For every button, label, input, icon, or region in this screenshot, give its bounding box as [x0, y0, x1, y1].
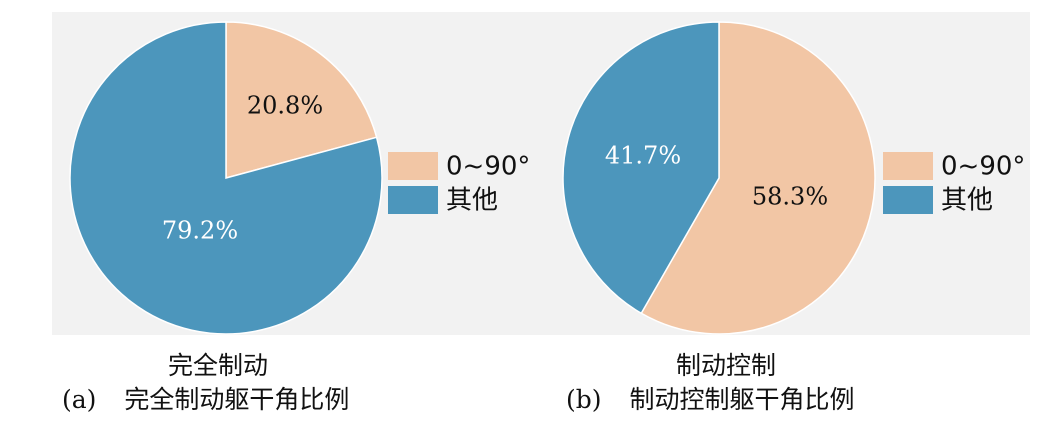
caption-b-text: 制动控制躯干角比例: [629, 385, 855, 414]
chart-0-slice-0: [225, 21, 378, 179]
chart-1-legend-swatch-1: [883, 186, 933, 214]
chart-1-slice-0-label: 58.3%: [752, 183, 828, 211]
caption-b-letter: (b): [566, 385, 602, 414]
chart-b-title: 制动控制: [676, 351, 777, 380]
chart-0-legend-swatch-0: [388, 152, 438, 180]
chart-1-slice-1-label: 41.7%: [605, 142, 681, 170]
chart-0-legend-label-0: 0~90°: [446, 152, 530, 182]
caption-b: (b) 制动控制躯干角比例: [566, 380, 855, 416]
chart-1-legend-label-1: 其他: [941, 186, 993, 216]
chart-0-slice-1: [69, 21, 383, 335]
chart-0-legend-label-1: 其他: [446, 186, 498, 216]
chart-0-slice-0-label: 20.8%: [247, 92, 323, 120]
chart-a-title: 完全制动: [168, 351, 269, 380]
caption-a: (a) 完全制动躯干角比例: [62, 380, 349, 416]
caption-a-text: 完全制动躯干角比例: [124, 385, 350, 414]
chart-1-slice-0: [640, 21, 876, 335]
chart-1-legend-label-0: 0~90°: [941, 152, 1025, 182]
chart-1-legend-swatch-0: [883, 152, 933, 180]
chart-0-legend-swatch-1: [388, 186, 438, 214]
chart-0-slice-1-label: 79.2%: [162, 217, 238, 245]
caption-a-letter: (a): [62, 385, 97, 414]
chart-1-slice-1: [562, 21, 720, 315]
